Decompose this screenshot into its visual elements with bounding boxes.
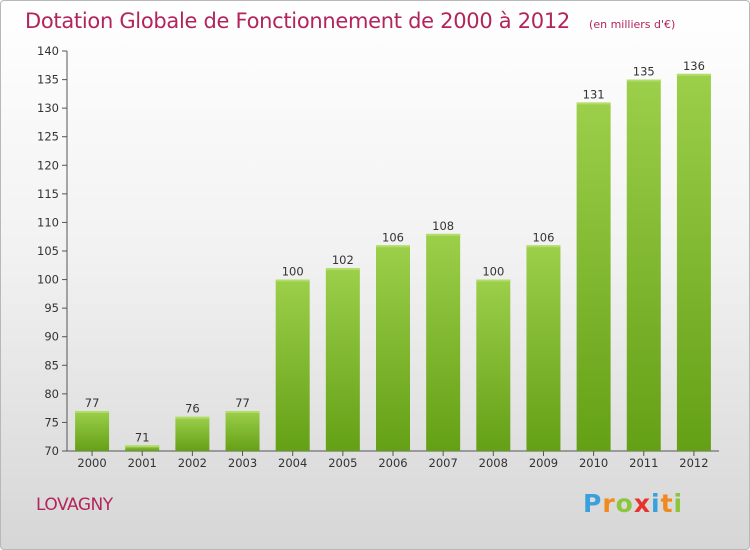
bar-highlight — [125, 445, 160, 448]
y-tick-label: 135 — [37, 73, 59, 87]
bar — [75, 411, 110, 451]
data-label: 108 — [432, 219, 454, 233]
bar-highlight — [676, 73, 711, 76]
bar — [576, 102, 611, 451]
y-tick-label: 90 — [44, 330, 59, 344]
y-axis: 70 75 80 85 90 95 100 105 110 115 120 125 130 135 140 — [37, 44, 68, 458]
bar-highlight — [576, 102, 611, 105]
data-label: 100 — [282, 265, 304, 279]
y-tick-label: 130 — [37, 101, 59, 115]
logo-letter: i — [673, 489, 684, 518]
y-tick-label: 120 — [37, 158, 59, 172]
data-label: 76 — [185, 402, 200, 416]
bar — [325, 268, 360, 451]
x-tick-label: 2003 — [228, 456, 257, 470]
bar — [676, 73, 711, 451]
data-label: 131 — [583, 87, 605, 101]
bar-highlight — [376, 245, 410, 248]
data-label: 100 — [482, 265, 504, 279]
x-tick-label: 2000 — [77, 456, 106, 470]
x-tick-label: 2011 — [629, 456, 658, 470]
logo-letter: t — [660, 489, 674, 518]
data-label: 102 — [332, 253, 354, 267]
y-tick-label: 110 — [37, 215, 59, 229]
bar — [225, 411, 260, 451]
bars: 77 71 76 77 100 102 106 108 100 106 131 135 136 — [75, 59, 711, 452]
logo-letter: x — [633, 489, 651, 518]
logo-letter: P — [583, 489, 603, 518]
logo-letter: r — [602, 489, 616, 518]
bar-highlight — [626, 79, 661, 82]
data-label: 77 — [235, 396, 250, 410]
chart-title: Dotation Globale de Fonctionnement de 20… — [25, 9, 570, 33]
data-label: 136 — [683, 59, 705, 73]
data-label: 106 — [532, 230, 554, 244]
x-tick-label: 2004 — [278, 456, 307, 470]
data-label: 71 — [135, 430, 150, 444]
bar-highlight — [325, 268, 360, 271]
x-tick-label: 2002 — [178, 456, 207, 470]
bar-highlight — [75, 411, 110, 413]
x-tick-label: 2009 — [529, 456, 558, 470]
bar — [626, 79, 661, 452]
x-tick-label: 2005 — [328, 456, 357, 470]
y-tick-label: 80 — [44, 387, 59, 401]
bar-highlight — [225, 411, 260, 413]
y-tick-label: 95 — [44, 301, 59, 315]
logo-letter: i — [651, 489, 661, 518]
title-row: Dotation Globale de Fonctionnement de 20… — [25, 9, 675, 33]
x-axis: 2000 2001 2002 2003 2004 2005 2006 2007 2008 2009… — [67, 450, 719, 470]
y-tick-label: 115 — [37, 187, 59, 201]
x-tick-label: 2012 — [679, 456, 708, 470]
bar-highlight — [426, 233, 461, 236]
y-tick-label: 75 — [44, 415, 59, 429]
bar-highlight — [526, 245, 561, 248]
data-label: 135 — [633, 65, 655, 79]
commune-name: LOVAGNY — [36, 495, 113, 515]
y-tick-label: 85 — [44, 358, 59, 372]
data-label: 77 — [85, 396, 100, 410]
bar — [376, 245, 410, 451]
bar — [476, 279, 511, 451]
y-tick-label: 105 — [37, 244, 59, 258]
x-tick-label: 2010 — [579, 456, 608, 470]
bar — [275, 279, 310, 451]
bar — [426, 233, 461, 451]
bar-highlight — [476, 279, 511, 282]
bar-highlight — [275, 279, 310, 282]
chart-subtitle: (en milliers d'€) — [589, 18, 676, 31]
x-tick-label: 2006 — [378, 456, 407, 470]
bar — [125, 445, 160, 451]
y-tick-label: 140 — [37, 44, 59, 58]
proxiti-logo: Proxiti — [583, 489, 683, 518]
x-tick-label: 2008 — [479, 456, 508, 470]
y-tick-label: 70 — [44, 444, 59, 458]
bar-highlight — [175, 416, 210, 419]
x-tick-label: 2007 — [429, 456, 458, 470]
bar — [175, 416, 210, 451]
x-tick-label: 2001 — [128, 456, 157, 470]
bar — [526, 245, 561, 451]
data-label: 106 — [382, 230, 404, 244]
logo-letter: o — [615, 489, 634, 518]
y-tick-label: 100 — [37, 273, 59, 287]
y-tick-label: 125 — [37, 130, 59, 144]
